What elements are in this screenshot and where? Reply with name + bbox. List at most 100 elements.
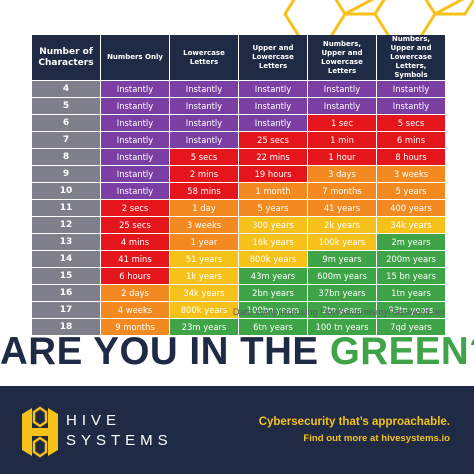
row-character-count: 16 xyxy=(32,285,100,301)
crack-time-cell: 1 min xyxy=(308,132,376,148)
column-header-numbers-upper-lower: Numbers, Upper and Lowercase Letters xyxy=(308,35,376,80)
row-character-count: 12 xyxy=(32,217,100,233)
table-row: 16 2 days 34k years 2bn years 37bn years 1tn … xyxy=(32,285,445,301)
crack-time-cell: 5 years xyxy=(377,183,445,199)
crack-time-cell: Instantly xyxy=(239,98,307,114)
crack-time-cell: 2 mins xyxy=(170,166,238,182)
crack-time-cell: 25 secs xyxy=(101,217,169,233)
crack-time-cell: 3 days xyxy=(308,166,376,182)
column-header-all-symbols: Numbers, Upper and Lowercase Letters, Sy… xyxy=(377,35,445,80)
crack-time-cell: Instantly xyxy=(377,81,445,97)
crack-time-cell: Instantly xyxy=(308,81,376,97)
table-row: 17 4 weeks 800k years 100bn years 2tn years 9… xyxy=(32,302,445,318)
headline-main: ARE YOU IN THE xyxy=(0,330,330,373)
crack-time-cell: 100k years xyxy=(308,234,376,250)
row-character-count: 6 xyxy=(32,115,100,131)
tagline: Cybersecurity that’s approachable. xyxy=(258,416,450,428)
crack-time-cell: 6 hours xyxy=(101,268,169,284)
crack-time-cell: Instantly xyxy=(377,98,445,114)
column-header-upper-lower: Upper and Lowercase Letters xyxy=(239,35,307,80)
table-row: 14 41 mins 51 years 800k years 9m years 200m … xyxy=(32,251,445,267)
crack-time-cell: 34k years xyxy=(377,217,445,233)
crack-time-cell: 200m years xyxy=(377,251,445,267)
crack-time-cell: 22 mins xyxy=(239,149,307,165)
brand-name-line1: HIVE xyxy=(66,412,122,429)
table-row: 9 Instantly 2 mins 19 hours 3 days 3 weeks xyxy=(32,166,445,182)
crack-time-cell: Instantly xyxy=(239,81,307,97)
crack-time-cell: 2 secs xyxy=(101,200,169,216)
crack-time-cell: 93tn years xyxy=(377,302,445,318)
table-row: 18 9 months 23m years 6tn years 100 tn years… xyxy=(32,319,445,335)
table-row: 6 Instantly Instantly Instantly 1 sec 5 secs xyxy=(32,115,445,131)
headline-accent: GREEN? xyxy=(329,330,474,373)
crack-time-cell: 600m years xyxy=(308,268,376,284)
crack-time-cell: Instantly xyxy=(308,98,376,114)
crack-time-cell: 3 weeks xyxy=(377,166,445,182)
crack-time-cell: Instantly xyxy=(101,149,169,165)
crack-time-cell: 43m years xyxy=(239,268,307,284)
table-row: 12 25 secs 3 weeks 300 years 2k years 34k yea… xyxy=(32,217,445,233)
crack-time-cell: 19 hours xyxy=(239,166,307,182)
column-header-numbers-only: Numbers Only xyxy=(101,35,169,80)
crack-time-cell: 100 tn years xyxy=(308,319,376,335)
crack-time-cell: 100bn years xyxy=(239,302,307,318)
row-character-count: 9 xyxy=(32,166,100,182)
column-header-lowercase: Lowercase Letters xyxy=(170,35,238,80)
crack-time-cell: Instantly xyxy=(170,115,238,131)
headline: ARE YOU IN THE GREEN? xyxy=(0,330,474,374)
table-row: 10 Instantly 58 mins 1 month 7 months 5 years xyxy=(32,183,445,199)
crack-time-cell: Instantly xyxy=(239,115,307,131)
row-character-count: 14 xyxy=(32,251,100,267)
crack-time-cell: 6 mins xyxy=(377,132,445,148)
crack-time-cell: 7 months xyxy=(308,183,376,199)
crack-time-cell: 8 hours xyxy=(377,149,445,165)
crack-time-cell: 1 month xyxy=(239,183,307,199)
table-row: 7 Instantly Instantly 25 secs 1 min 6 mins xyxy=(32,132,445,148)
crack-time-cell: 2m years xyxy=(377,234,445,250)
row-character-count: 10 xyxy=(32,183,100,199)
table-row: 11 2 secs 1 day 5 years 41 years 400 years xyxy=(32,200,445,216)
brand-name-line2: SYSTEMS xyxy=(66,432,173,449)
password-table-container: Number of Characters Numbers Only Lowerc… xyxy=(31,34,445,336)
crack-time-cell: 1 day xyxy=(170,200,238,216)
row-character-count: 7 xyxy=(32,132,100,148)
crack-time-cell: 5 secs xyxy=(170,149,238,165)
crack-time-cell: Instantly xyxy=(101,115,169,131)
crack-time-cell: 58 mins xyxy=(170,183,238,199)
crack-time-cell: 5 years xyxy=(239,200,307,216)
crack-time-cell: 23m years xyxy=(170,319,238,335)
crack-time-cell: 1k years xyxy=(170,268,238,284)
crack-time-cell: 2k years xyxy=(308,217,376,233)
row-character-count: 5 xyxy=(32,98,100,114)
crack-time-cell: Instantly xyxy=(170,132,238,148)
crack-time-cell: 16k years xyxy=(239,234,307,250)
crack-time-cell: 34k years xyxy=(170,285,238,301)
footer-banner: HIVE SYSTEMS Cybersecurity that’s approa… xyxy=(0,386,474,474)
crack-time-cell: 300 years xyxy=(239,217,307,233)
row-character-count: 15 xyxy=(32,268,100,284)
crack-time-cell: 41 mins xyxy=(101,251,169,267)
table-row: 15 6 hours 1k years 43m years 600m years 15 b… xyxy=(32,268,445,284)
crack-time-cell: 2 days xyxy=(101,285,169,301)
crack-time-cell: 15 bn years xyxy=(377,268,445,284)
crack-time-cell: Instantly xyxy=(101,166,169,182)
crack-time-cell: 800k years xyxy=(170,302,238,318)
table-row: 5 Instantly Instantly Instantly Instantly Ins… xyxy=(32,98,445,114)
crack-time-cell: Instantly xyxy=(101,132,169,148)
table-row: 13 4 mins 1 year 16k years 100k years 2m year… xyxy=(32,234,445,250)
row-character-count: 13 xyxy=(32,234,100,250)
crack-time-cell: 1 hour xyxy=(308,149,376,165)
crack-time-cell: 1tn years xyxy=(377,285,445,301)
crack-time-cell: 4 weeks xyxy=(101,302,169,318)
crack-time-cell: 51 years xyxy=(170,251,238,267)
crack-time-cell: 25 secs xyxy=(239,132,307,148)
crack-time-cell: 400 years xyxy=(377,200,445,216)
crack-time-cell: Instantly xyxy=(170,98,238,114)
row-character-count: 4 xyxy=(32,81,100,97)
crack-time-cell: 9m years xyxy=(308,251,376,267)
table-body: 4 Instantly Instantly Instantly Instantly Ins… xyxy=(32,81,445,335)
table-row: 4 Instantly Instantly Instantly Instantly Ins… xyxy=(32,81,445,97)
crack-time-cell: 41 years xyxy=(308,200,376,216)
crack-time-cell: 1 year xyxy=(170,234,238,250)
crack-time-cell: 4 mins xyxy=(101,234,169,250)
